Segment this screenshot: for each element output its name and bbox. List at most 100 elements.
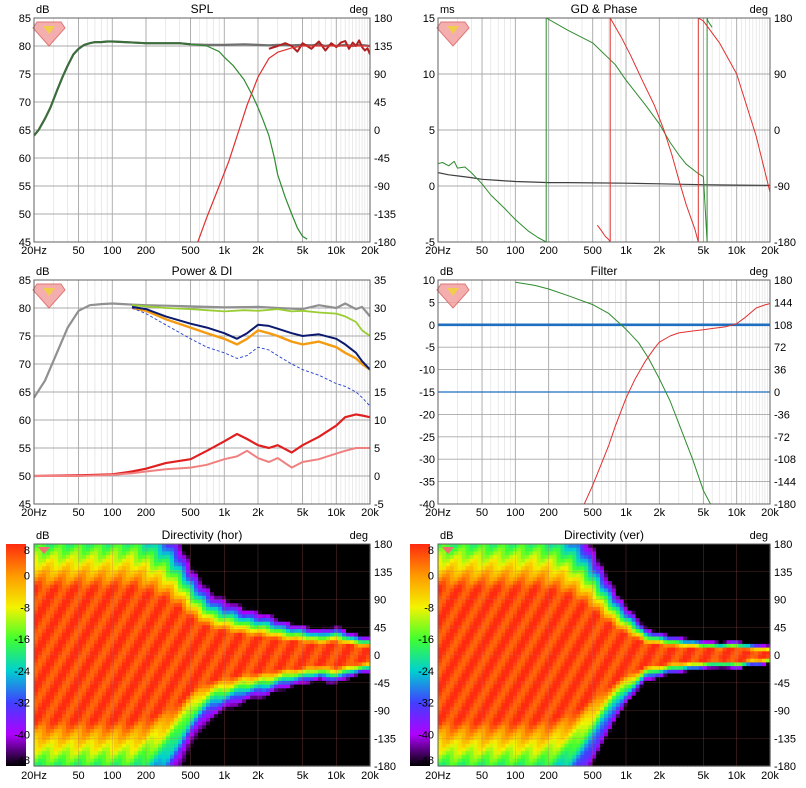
heat-cell [126,703,131,708]
heat-cell [118,610,123,615]
heat-cell [74,688,79,693]
heat-cell [50,621,55,626]
heat-cell [106,673,111,678]
heat-cell [42,595,47,601]
heat-cell [350,758,355,763]
heat-cell [310,618,315,623]
heat-cell [102,606,107,612]
heat-cell [42,562,47,567]
heat-cell [270,632,275,638]
heat-cell [198,614,203,619]
heat-cell [122,736,127,741]
heat-cell [142,584,147,589]
heat-cell [262,762,267,767]
heat-cell [214,595,219,601]
y-tick-label: -25 [419,432,435,444]
heat-cell [102,699,107,704]
heat-cell [78,725,83,730]
heat-cell [286,673,291,678]
heat-cell [262,725,267,730]
y2-tick-label: -72 [774,432,790,444]
heat-cell [310,577,315,582]
heat-cell [138,703,143,708]
heat-cell [326,669,331,675]
heat-cell [162,629,167,634]
heat-cell [98,629,103,634]
y-unit-label: dB [36,4,49,16]
heat-cell [346,721,351,726]
heat-cell [78,636,83,641]
heat-cell [130,562,135,567]
heat-cell [78,677,83,682]
heat-cell [98,595,103,601]
heat-cell [58,692,63,697]
heat-cell [130,736,135,741]
heat-cell [38,714,43,719]
heat-cell [82,603,87,608]
heat-cell [166,555,171,560]
heat-cell [70,577,75,582]
heat-cell [134,566,139,571]
heat-cell [234,558,239,564]
heat-cell [94,706,99,712]
heat-cell [42,573,47,578]
heat-cell [150,636,155,641]
heat-cell [154,640,159,645]
heat-cell [274,621,279,626]
heat-cell [58,614,63,619]
heat-cell [274,614,279,619]
heat-cell [318,558,323,564]
heat-cell [122,606,127,612]
heat-cell [322,595,327,601]
heat-cell [122,621,127,626]
heat-cell [74,551,79,556]
heat-cell [98,695,103,700]
heat-cell [162,751,167,756]
heat-cell [250,758,255,763]
heat-cell [286,655,291,660]
y-tick-label: 45 [19,499,31,511]
heat-cell [122,758,127,763]
heat-cell [134,673,139,678]
heat-cell [74,699,79,704]
series-line-4 [609,18,770,242]
heat-cell [326,610,331,615]
heat-cell [266,629,271,634]
heat-cell [54,544,59,549]
heat-cell [262,747,267,752]
heat-cell [242,555,247,560]
heat-cell [190,658,195,663]
x-tick-label: 200 [539,245,557,257]
heat-cell [114,547,119,552]
heat-cell [346,588,351,593]
heat-cell [82,651,87,656]
heat-cell [258,762,263,767]
heat-cell [190,692,195,697]
heat-cell [182,754,187,760]
heat-cell [206,717,211,723]
heat-cell [186,577,191,582]
heat-cell [202,747,207,752]
heat-cell [142,581,147,586]
heat-cell [46,699,51,704]
heat-cell [258,732,263,737]
heat-cell [318,551,323,556]
heat-cell [298,566,303,571]
heat-cell [86,758,91,763]
heat-cell [162,762,167,767]
heat-cell [142,714,147,719]
heat-cell [346,555,351,560]
heat-cell [310,606,315,612]
heat-cell [226,547,231,552]
heat-cell [226,577,231,582]
heat-cell [58,732,63,737]
heat-cell [206,658,211,663]
heat-cell [230,721,235,726]
heat-cell [86,603,91,608]
heat-cell [70,688,75,693]
heat-cell [82,655,87,660]
x-tick-label: 20k [761,245,779,257]
heat-cell [246,643,251,649]
heat-cell [322,584,327,589]
heat-cell [130,592,135,597]
